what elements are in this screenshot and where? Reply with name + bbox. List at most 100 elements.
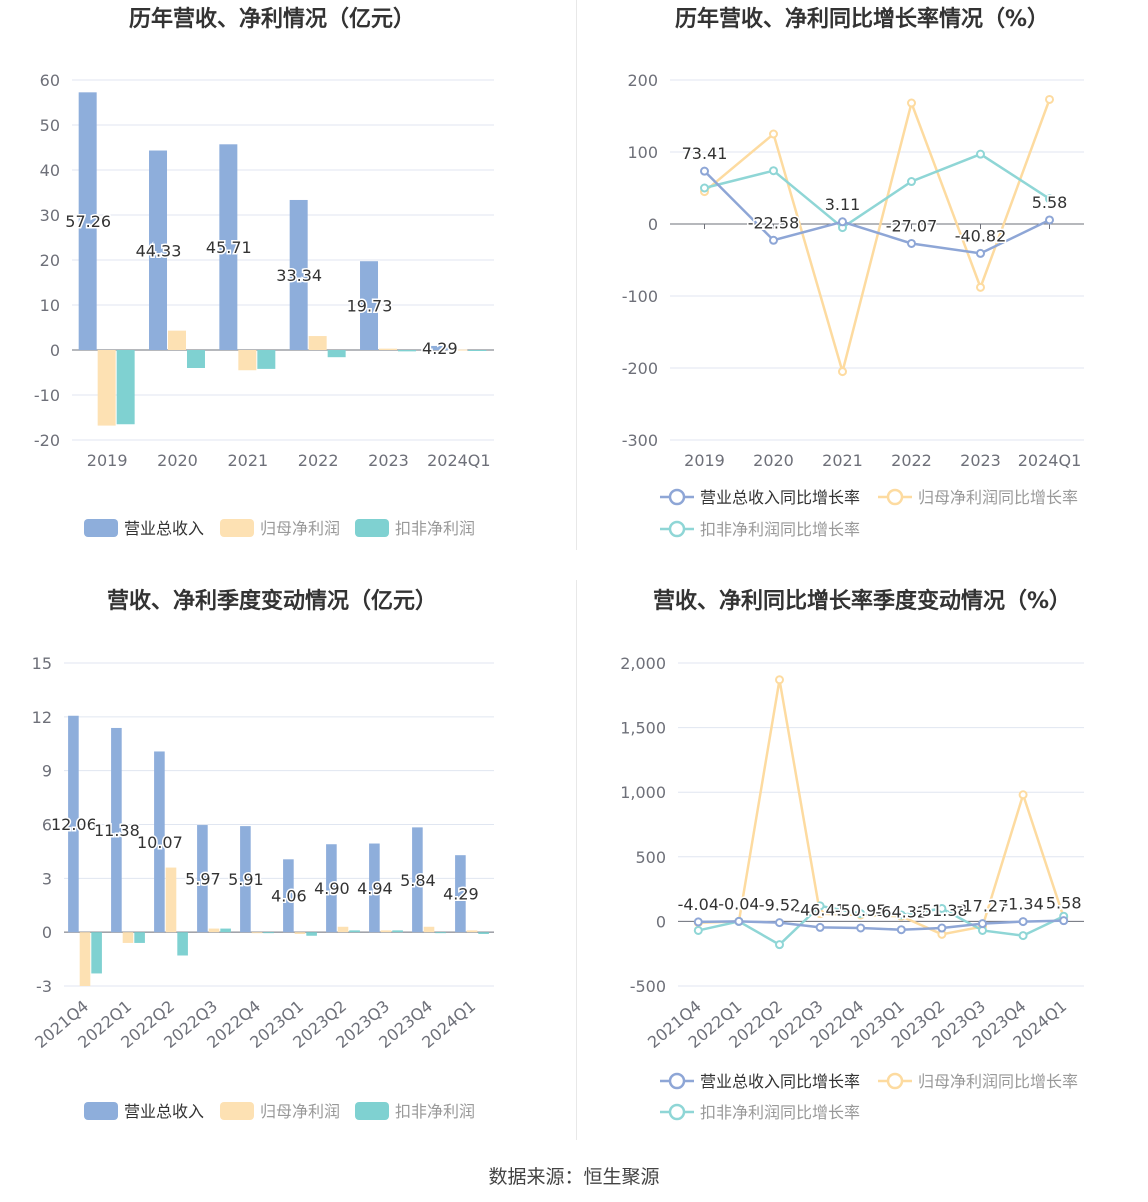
bar-deducted-net-profit [306,932,317,936]
revenue-growth-data-label: -1.34 [1002,895,1043,914]
revenue-data-label: 45.71 [206,238,252,257]
line-point [907,98,916,108]
revenue-data-label: 10.07 [137,833,183,852]
bar-parent-net-profit [308,336,327,350]
legend-label: 营业总收入同比增长率 [700,1072,860,1091]
revenue-growth-data-label: -9.52 [759,896,800,915]
bar-deducted-net-profit [134,932,145,943]
quarterly-growth-rate-chart: 营收、净利同比增长率季度变动情况（%） 2,000 1,500 1,000 500 0 -5… [576,580,1148,1150]
revenue-growth-data-label: 5.58 [1046,894,1082,913]
line-point [815,901,825,911]
bar-revenue [283,859,294,933]
bar-deducted-net-profit [91,932,102,974]
bar-revenue [369,843,380,933]
line-deducted-net-growth [704,152,1051,230]
line-point [734,916,744,926]
revenue-growth-data-label: 3.11 [825,195,861,214]
legend-swatch [220,1102,254,1120]
line-point [693,917,703,927]
bar-parent-net-profit [165,867,177,933]
y-tick-label: 60 [40,71,60,90]
bar-deducted-net-profit [116,350,135,425]
line-point [769,129,778,139]
bar-parent-net-profit [423,926,435,933]
line-point [775,918,784,928]
revenue-growth-data-label: -27.07 [886,216,938,235]
annual-growth-rate-chart: 历年营收、净利同比增长率情况（%） 200 100 0 -100 -200 -300 2019… [576,0,1148,560]
legend-swatch-marker [886,488,904,506]
revenue-growth-data-label: -22.58 [748,213,800,232]
legend-label: 营业总收入同比增长率 [700,488,860,507]
y-tick-label: 30 [40,206,60,225]
legend-label: 归母净利润同比增长率 [918,1072,1078,1091]
line-point [700,183,709,193]
y-tick-label: 1,000 [620,783,666,802]
bar-deducted-net-profit [468,350,487,351]
x-tick-label: 2019 [87,451,128,470]
bar-deducted-net-profit [435,932,446,934]
chart-title: 营收、净利同比增长率季度变动情况（%） [653,588,1071,614]
line-point [1045,194,1054,204]
bar-parent-net-profit [79,932,91,986]
y-tick-label: 40 [40,161,60,180]
line-point [838,367,847,377]
bar-deducted-net-profit [397,350,416,352]
y-tick-label: 0 [656,912,666,931]
line-point [937,903,947,913]
revenue-growth-data-label: -17.27 [957,897,1009,916]
line-point [856,909,866,919]
bar-revenue [412,827,423,933]
bar-parent-net-profit [466,930,478,933]
bar-parent-net-profit [251,932,263,934]
revenue-data-label: 11.38 [94,821,140,840]
bar-deducted-net-profit [478,932,489,934]
vertical-divider-bottom [576,580,577,1140]
revenue-data-label: 4.06 [271,887,307,906]
legend-swatch-marker [668,1072,686,1090]
x-tick-label: 2024Q1 [427,451,491,470]
bar-revenue [289,199,308,350]
line-point [978,919,987,929]
revenue-data-label: 4.29 [443,885,479,904]
legend-swatch-marker [668,488,686,506]
line-point [815,922,825,932]
bar-deducted-net-profit [349,930,360,933]
quarterly-revenue-profit-svg: 营收、净利季度变动情况（亿元）15129630-32021Q42022Q1202… [31,588,494,1121]
revenue-data-label: 44.33 [136,241,182,260]
bar-revenue [111,727,122,933]
legend-label: 归母净利润同比增长率 [918,488,1078,507]
line-point [896,910,906,920]
quarterly-growth-rate-svg: 营收、净利同比增长率季度变动情况（%） 2,000 1,500 1,000 500 0 -5… [620,588,1084,1122]
x-tick-label: 2020 [157,451,198,470]
bar-parent-net-profit [208,928,220,933]
legend-label: 归母净利润 [260,1102,340,1121]
line-point [693,925,703,935]
line-point [976,248,985,258]
legend-swatch [355,519,389,537]
revenue-growth-data-label: -0.04 [718,894,759,913]
revenue-data-label: 4.29 [422,339,458,358]
legend-swatch [355,1102,389,1120]
revenue-data-label: 4.94 [357,879,393,898]
y-tick-label: -300 [622,431,658,450]
y-tick-label: -200 [622,359,658,378]
chart-title: 营收、净利季度变动情况（亿元） [107,588,437,614]
chart-title: 历年营收、净利情况（亿元） [129,6,415,32]
bar-parent-net-profit [294,932,306,934]
revenue-data-label: 57.26 [65,212,111,231]
bar-revenue [78,92,97,350]
bar-parent-net-profit [337,926,349,933]
revenue-data-label: 19.73 [347,297,393,316]
legend-label: 营业总收入 [124,1102,204,1121]
vertical-divider-top [576,0,577,550]
y-tick-label: 12 [32,708,52,727]
legend-label: 扣非净利润 [395,519,475,538]
x-tick-label: 2020 [753,451,794,470]
y-tick-label: -100 [622,287,658,306]
bar-revenue [149,150,168,350]
x-tick-label: 2021 [227,451,268,470]
y-tick-label: -10 [34,386,60,405]
bar-revenue [240,826,251,933]
bar-parent-net-profit [168,330,186,350]
y-tick-label: 1,500 [620,719,666,738]
